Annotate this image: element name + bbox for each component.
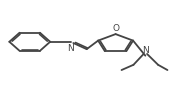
Text: O: O <box>112 24 119 33</box>
Text: N: N <box>67 44 74 53</box>
Text: N: N <box>142 46 149 55</box>
